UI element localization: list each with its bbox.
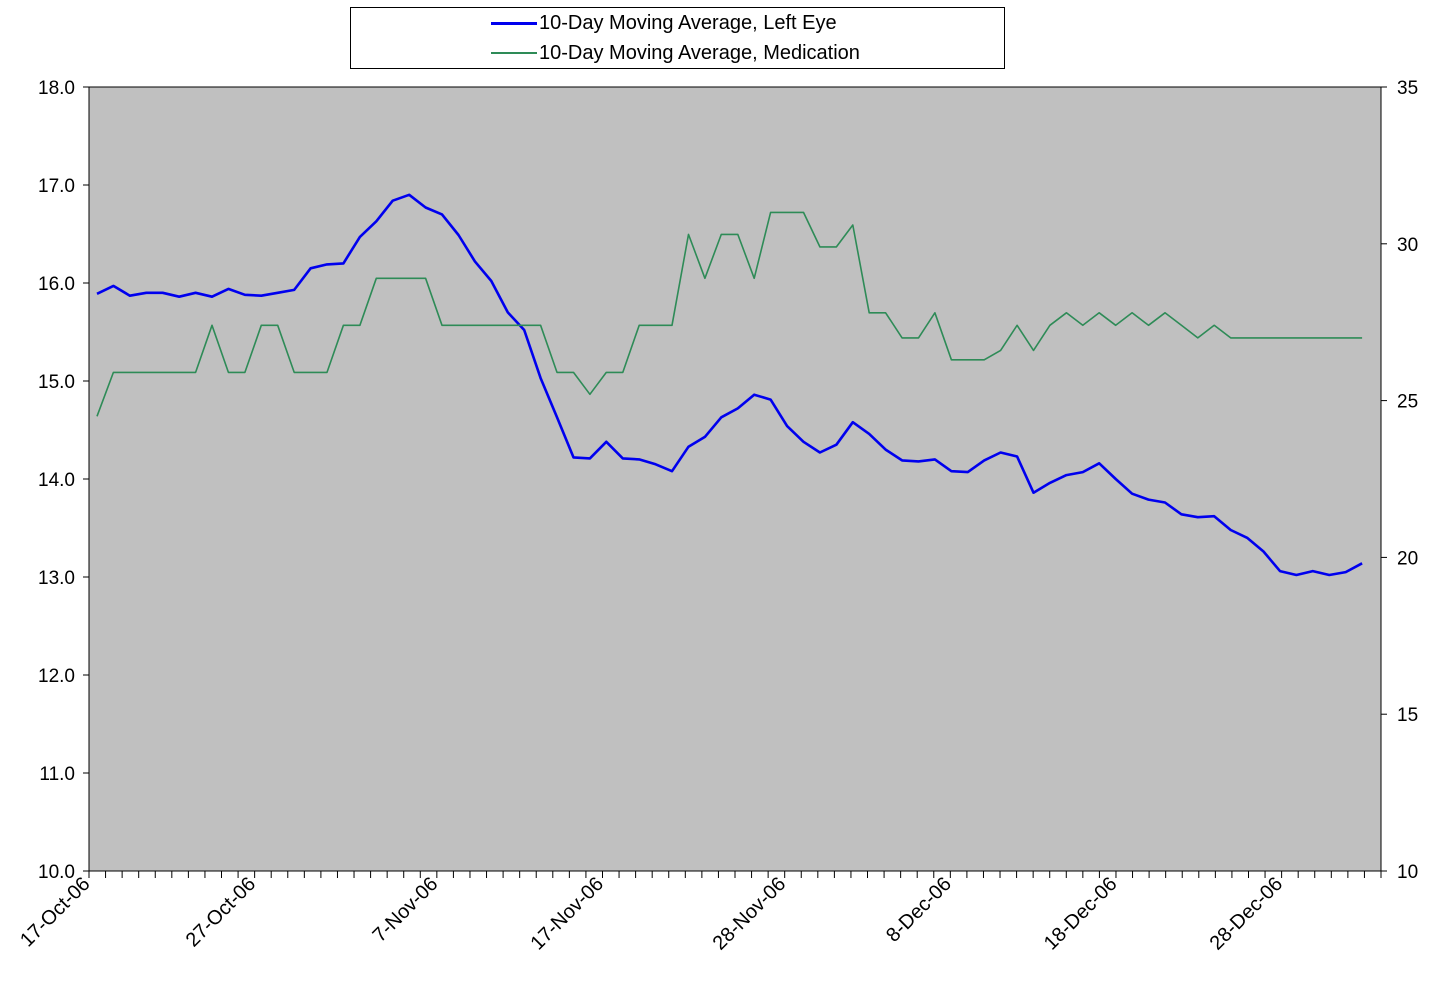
- x-tick-label: 8-Dec-06: [882, 873, 956, 947]
- x-tick-label: 27-Oct-06: [182, 873, 260, 951]
- legend-label-left-eye: 10-Day Moving Average, Left Eye: [539, 11, 837, 34]
- plot-area: [88, 86, 1382, 872]
- series-layer: [96, 193, 1363, 577]
- legend-swatch-medication: [491, 52, 537, 54]
- y-right-tick-label: 10: [1397, 862, 1418, 883]
- y-left-tick-label: 16.0: [38, 274, 75, 295]
- x-tick-label: 28-Nov-06: [709, 873, 791, 955]
- y-left-tick-label: 11.0: [39, 764, 75, 785]
- y-left-tick-label: 17.0: [38, 176, 75, 197]
- y-left-tick-label: 15.0: [38, 372, 75, 393]
- y-right-tick-label: 20: [1397, 548, 1418, 569]
- y-left-tick-label: 12.0: [38, 666, 75, 687]
- legend-label-medication: 10-Day Moving Average, Medication: [539, 41, 860, 64]
- y-left-tick-label: 18.0: [38, 78, 75, 99]
- y-right-tick-label: 25: [1397, 392, 1418, 413]
- axis-ticks: [83, 86, 1387, 878]
- legend: 10-Day Moving Average, Left Eye 10-Day M…: [350, 7, 1005, 69]
- y-right-tick-label: 15: [1397, 705, 1418, 726]
- legend-item-left-eye: 10-Day Moving Average, Left Eye: [351, 12, 1004, 34]
- series-line-left-eye: [96, 193, 1363, 577]
- legend-item-medication: 10-Day Moving Average, Medication: [351, 42, 1004, 64]
- y-right-tick-label: 35: [1397, 78, 1418, 99]
- series-line-medication: [96, 211, 1363, 417]
- y-left-tick-label: 13.0: [38, 568, 75, 589]
- x-tick-label: 18-Dec-06: [1040, 873, 1122, 955]
- x-tick-label: 17-Oct-06: [16, 873, 94, 951]
- x-tick-label: 7-Nov-06: [369, 873, 443, 947]
- legend-swatch-left-eye: [491, 21, 537, 25]
- x-tick-label: 28-Dec-06: [1206, 873, 1288, 955]
- y-left-tick-label: 14.0: [38, 470, 75, 491]
- y-left-tick-label: 10.0: [38, 862, 75, 883]
- y-right-tick-label: 30: [1397, 235, 1418, 256]
- x-tick-label: 17-Nov-06: [526, 873, 608, 955]
